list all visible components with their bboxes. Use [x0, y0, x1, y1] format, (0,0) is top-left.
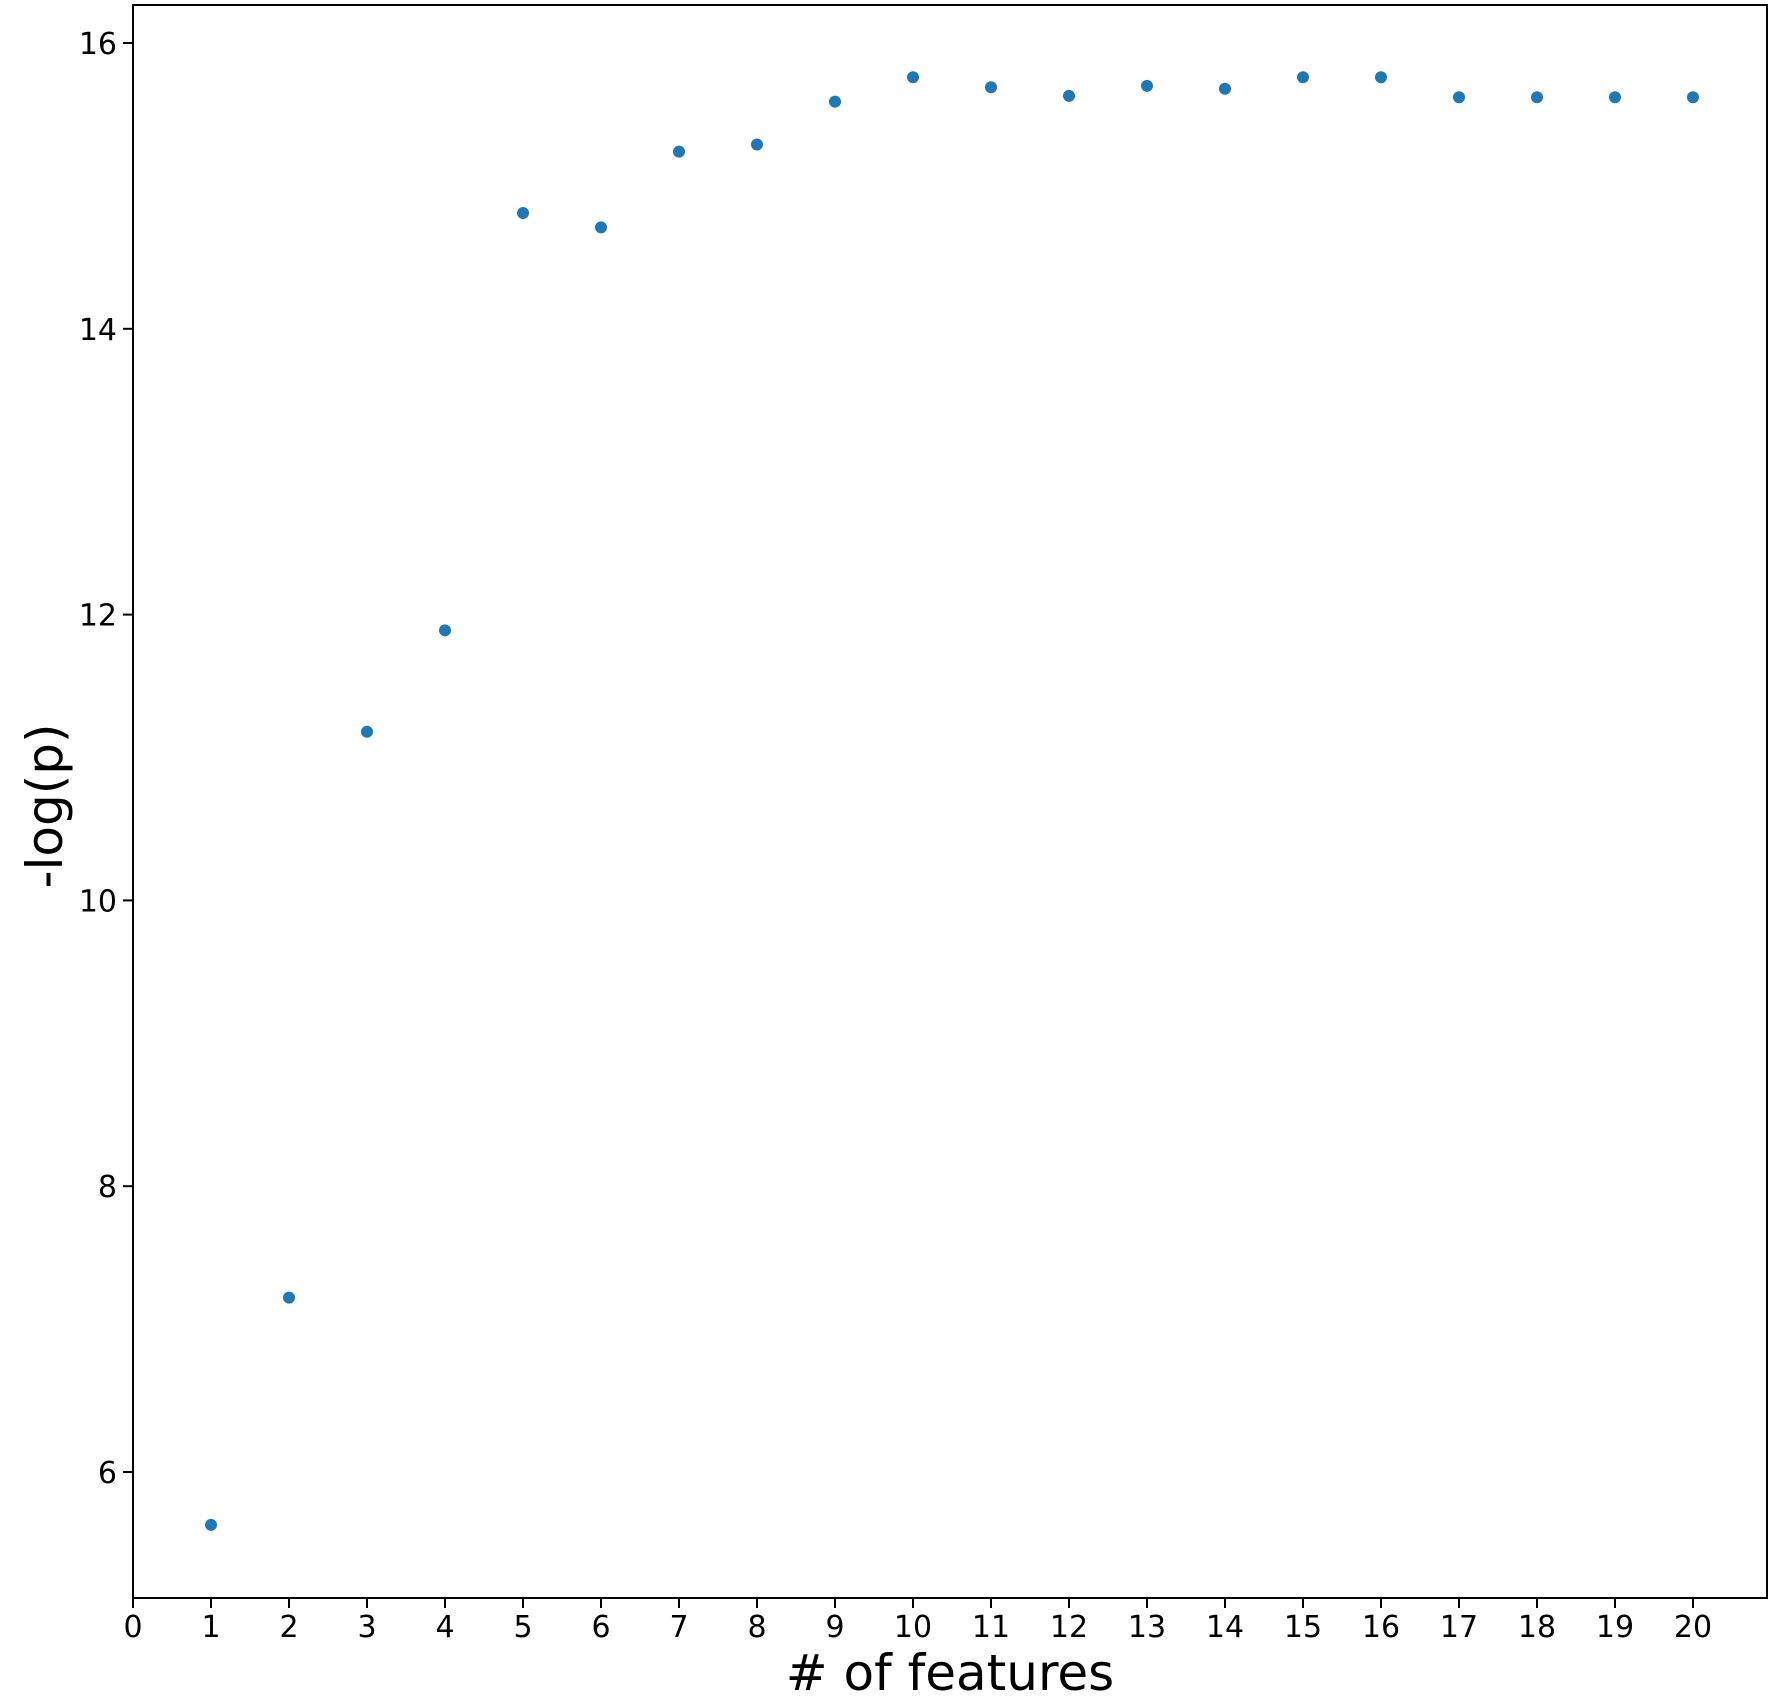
y-tick-label: 12 — [79, 599, 117, 634]
data-point — [751, 138, 763, 151]
data-point — [283, 1291, 295, 1304]
x-tick-label: 8 — [747, 1610, 766, 1645]
x-tick-label: 16 — [1362, 1610, 1400, 1645]
x-tick-label: 7 — [669, 1610, 688, 1645]
x-tick-label: 15 — [1284, 1610, 1322, 1645]
y-axis-ticks: 6 8 10 12 14 16 — [79, 27, 133, 1491]
data-point — [205, 1518, 217, 1531]
y-tick-label: 8 — [98, 1170, 117, 1205]
data-point — [1063, 89, 1075, 102]
x-tick-label: 5 — [513, 1610, 532, 1645]
y-tick-label: 10 — [79, 884, 117, 919]
data-point — [673, 145, 685, 158]
data-point — [1687, 91, 1699, 104]
x-tick-label: 19 — [1596, 1610, 1634, 1645]
x-axis-label: # of features — [786, 1644, 1114, 1698]
data-point — [1531, 91, 1543, 104]
x-tick-label: 9 — [825, 1610, 844, 1645]
x-tick-label: 10 — [894, 1610, 932, 1645]
x-tick-label: 3 — [357, 1610, 376, 1645]
data-point — [985, 81, 997, 94]
x-tick-label: 17 — [1440, 1610, 1478, 1645]
data-point — [595, 221, 607, 234]
data-point — [1375, 71, 1387, 84]
x-tick-label: 6 — [591, 1610, 610, 1645]
x-tick-label: 18 — [1518, 1610, 1556, 1645]
data-point — [1609, 91, 1621, 104]
data-points — [205, 71, 1699, 1531]
x-tick-label: 2 — [279, 1610, 298, 1645]
x-tick-label: 14 — [1206, 1610, 1244, 1645]
data-point — [1219, 82, 1231, 95]
data-point — [517, 207, 529, 220]
x-tick-label: 12 — [1050, 1610, 1088, 1645]
y-tick-label: 6 — [98, 1456, 117, 1491]
y-axis-label: -log(p) — [16, 723, 74, 888]
x-tick-label: 13 — [1128, 1610, 1166, 1645]
data-point — [439, 624, 451, 637]
x-tick-label: 11 — [972, 1610, 1010, 1645]
data-point — [1453, 91, 1465, 104]
plot-frame — [132, 4, 1768, 1599]
data-point — [907, 71, 919, 84]
y-tick-label: 14 — [79, 313, 117, 348]
y-tick-label: 16 — [79, 27, 117, 62]
data-point — [1297, 71, 1309, 84]
x-tick-label: 4 — [435, 1610, 454, 1645]
x-tick-label: 20 — [1674, 1610, 1712, 1645]
x-tick-label: 0 — [123, 1610, 142, 1645]
x-axis-ticks: 0 1 2 3 4 5 6 7 8 9 10 11 12 13 14 15 16 17 18 19 20 — [123, 1598, 1712, 1645]
data-point — [1141, 79, 1153, 92]
x-tick-label: 1 — [201, 1610, 220, 1645]
data-point — [361, 725, 373, 738]
data-point — [829, 95, 841, 108]
